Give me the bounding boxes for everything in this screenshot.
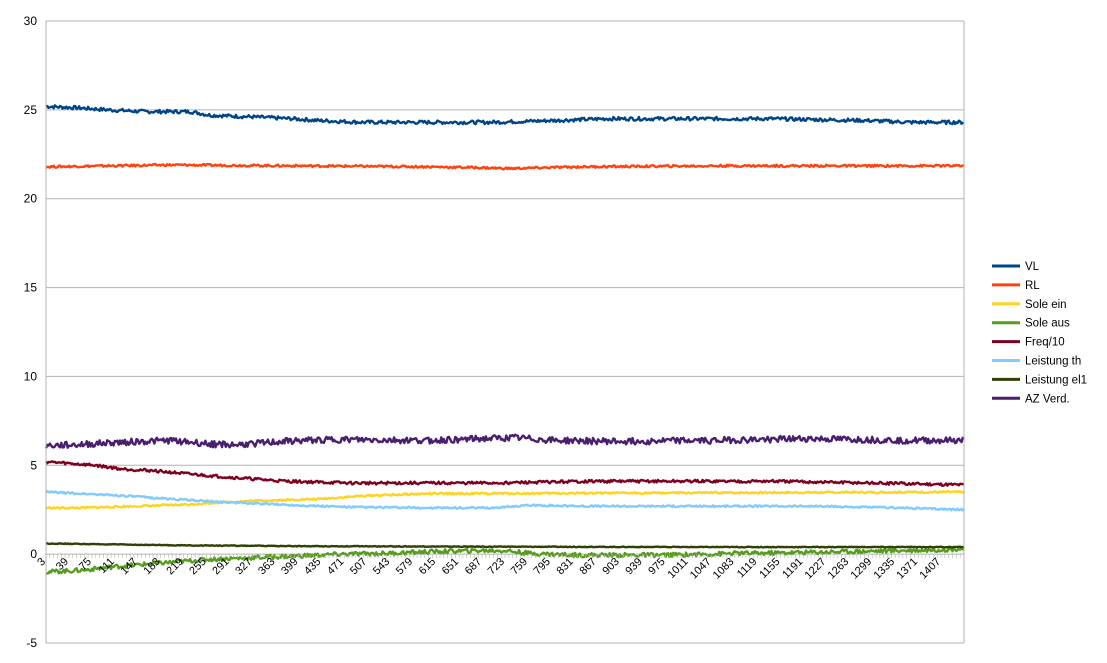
x-tick-label: 723 (486, 556, 507, 577)
series-line-freq-10 (45, 460, 965, 487)
legend: VL RL Sole ein Sole aus Freq/10 Leistung th Le… (992, 261, 1087, 405)
x-tick-label: 1227 (803, 556, 829, 582)
x-tick-label: 1047 (688, 556, 714, 582)
series-line-leistung-th (45, 490, 965, 512)
y-tick-label: 10 (24, 369, 38, 383)
y-tick-label: 20 (24, 192, 38, 206)
series-lines (44, 104, 965, 575)
x-tick-label: 1371 (894, 556, 920, 582)
legend-label: VL (1025, 261, 1040, 273)
x-tick-label: 1083 (711, 556, 737, 582)
x-tick-label: 759 (509, 556, 530, 577)
series-line-rl (45, 162, 965, 171)
x-tick-label: 795 (532, 556, 553, 577)
gridlines (46, 20, 964, 644)
legend-label: Sole ein (1025, 299, 1067, 311)
x-tick-label: 615 (417, 556, 438, 577)
axes (45, 21, 965, 643)
y-tick-label: 30 (24, 14, 38, 28)
legend-label: Freq/10 (1025, 337, 1065, 349)
legend-label: Leistung el1 (1025, 374, 1087, 386)
x-tick-label: 435 (302, 556, 323, 577)
legend-label: Sole aus (1025, 318, 1070, 330)
x-tick-label: 1191 (780, 556, 805, 581)
legend-label: AZ Verd. (1025, 393, 1070, 405)
x-tick-label: 687 (463, 556, 484, 577)
x-tick-label: 399 (279, 556, 300, 577)
x-tick-label: 1299 (849, 556, 875, 582)
x-tick-label: 579 (394, 556, 415, 577)
x-tick-label: 111 (97, 556, 117, 576)
x-tick-label: 903 (600, 556, 621, 577)
series-line-az-verd- (44, 433, 965, 449)
x-tick-label: 831 (555, 556, 576, 577)
y-tick-label: 0 (30, 547, 37, 561)
x-tick-label: 867 (577, 556, 598, 577)
series-line-leistung-el1 (45, 542, 965, 549)
x-tick-label: 939 (623, 556, 644, 577)
series-line-sole-aus (45, 546, 965, 575)
x-tick-label: 1335 (871, 556, 897, 582)
x-tick-label: 1155 (757, 556, 782, 581)
x-tick-label: 651 (440, 556, 461, 577)
x-tick-label: 219 (164, 556, 185, 577)
y-tick-label: 25 (24, 103, 38, 117)
x-tick-label: 507 (348, 556, 369, 577)
y-tick-label: -5 (26, 636, 37, 650)
x-tick-label: 1407 (917, 556, 943, 582)
y-tick-label: 15 (24, 281, 38, 295)
x-tick-label: 975 (646, 556, 667, 577)
legend-label: Leistung th (1025, 356, 1081, 368)
series-line-sole-ein (45, 489, 965, 510)
y-tick-label: 5 (30, 458, 37, 472)
x-tick-label: 147 (118, 556, 139, 577)
x-tick-label: 471 (325, 556, 346, 577)
legend-label: RL (1025, 280, 1040, 292)
x-tick-label: 1119 (735, 556, 760, 581)
series-line-vl (45, 104, 965, 126)
x-axis-tick-labels: 3 39 75 111 147 183 219 255 291 327 363 399 435 471 50… (35, 556, 943, 582)
x-tick-label: 1263 (826, 556, 852, 582)
x-tick-label: 183 (141, 556, 162, 577)
y-axis-tick-labels: -5 0 5 10 15 20 25 30 (24, 14, 38, 650)
x-tick-label: 1011 (666, 556, 691, 581)
x-tick-label: 543 (371, 556, 392, 577)
